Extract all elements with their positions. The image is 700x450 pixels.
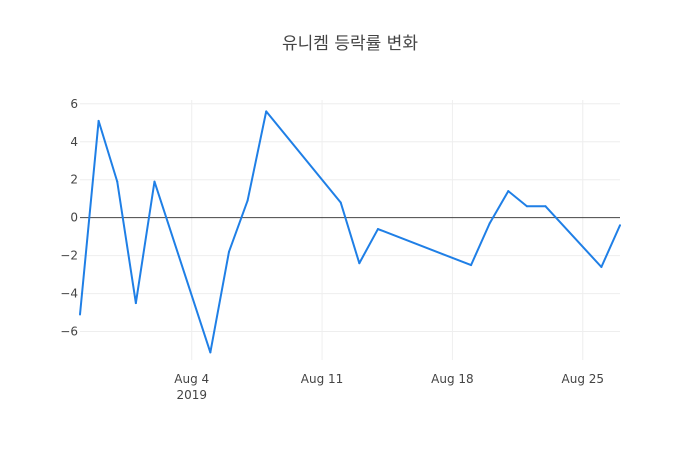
- data-point: [376, 228, 379, 231]
- data-point: [525, 205, 528, 208]
- series-line: [79, 110, 621, 354]
- data-point: [507, 190, 510, 193]
- y-tick-label: 2: [70, 173, 78, 187]
- data-point: [97, 119, 100, 122]
- chart-title: 유니켐 등락률 변화: [282, 34, 418, 54]
- x-tick-label: Aug 18: [431, 372, 474, 386]
- data-point: [209, 351, 212, 354]
- data-point: [619, 224, 621, 227]
- x-tick-label: Aug 11: [301, 372, 344, 386]
- data-point: [339, 201, 342, 204]
- y-tick-label: −4: [60, 287, 78, 301]
- y-axis: −6 −4 −2 0 2 4 6: [60, 97, 78, 339]
- data-point: [79, 313, 81, 316]
- data-point: [544, 205, 547, 208]
- data-point: [153, 180, 156, 183]
- data-point: [246, 199, 249, 202]
- data-point: [134, 302, 137, 305]
- y-tick-label: 0: [70, 211, 78, 225]
- grid-lines: [80, 100, 620, 360]
- data-point: [358, 262, 361, 265]
- x-axis: Aug 4 2019 Aug 11 Aug 18 Aug 25: [174, 372, 604, 402]
- x-tick-sublabel: 2019: [176, 388, 207, 402]
- y-tick-label: −2: [60, 249, 78, 263]
- y-tick-label: −6: [60, 325, 78, 339]
- data-point: [470, 264, 473, 267]
- data-point: [488, 222, 491, 225]
- data-point: [265, 110, 268, 113]
- data-point: [600, 266, 603, 269]
- series-group: [79, 110, 621, 354]
- y-tick-label: 6: [70, 97, 78, 111]
- data-point: [116, 180, 119, 183]
- data-point: [227, 250, 230, 253]
- x-tick-label: Aug 4: [174, 372, 209, 386]
- x-tick-label: Aug 25: [562, 372, 605, 386]
- y-tick-label: 4: [70, 135, 78, 149]
